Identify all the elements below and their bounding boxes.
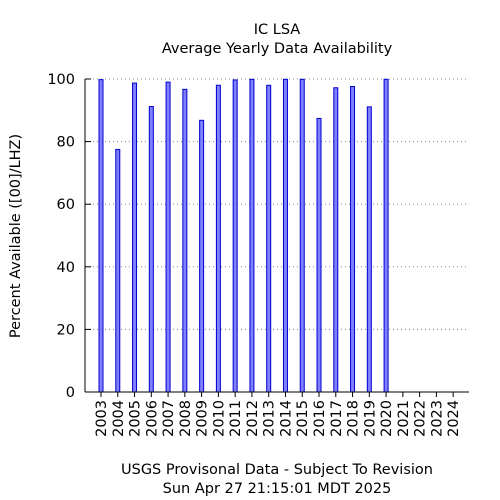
- x-tick-label-2003: 2003: [94, 400, 110, 437]
- bar-2019: [366, 106, 372, 393]
- bar-2007: [165, 81, 171, 393]
- x-tick-label-2024: 2024: [446, 400, 462, 437]
- x-tick-label-2004: 2004: [111, 400, 127, 437]
- timestamp-label: Sun Apr 27 21:15:01 MDT 2025: [163, 481, 392, 497]
- x-tick-label-2013: 2013: [262, 400, 278, 437]
- bar-2014: [282, 78, 288, 393]
- x-tick-label-2023: 2023: [429, 400, 445, 437]
- axes-group: [84, 78, 469, 397]
- bar-2016: [316, 117, 322, 393]
- bar-2011: [232, 79, 238, 393]
- grid-lines: [85, 78, 469, 330]
- bar-2010: [215, 84, 221, 393]
- bar-2004: [115, 148, 121, 393]
- x-tick-label-2017: 2017: [329, 400, 345, 437]
- x-tick-label-2015: 2015: [295, 400, 311, 437]
- x-tick-labels: 2003 2004 2005 2006 2007 2008 2009 2010 2011 2012…: [94, 400, 462, 437]
- x-tick-label-2019: 2019: [362, 400, 378, 437]
- x-tick-label-2022: 2022: [413, 400, 429, 437]
- x-tick-label-2005: 2005: [128, 400, 144, 437]
- x-tick-label-2018: 2018: [346, 400, 362, 437]
- bar-2020: [383, 78, 389, 393]
- chart-title: IC LSA: [254, 22, 301, 38]
- bar-2006: [148, 106, 154, 393]
- x-tick-label-2008: 2008: [178, 400, 194, 437]
- x-tick-label-2016: 2016: [312, 400, 328, 437]
- x-tick-label-2006: 2006: [144, 400, 160, 437]
- y-tick-label-5: 100: [47, 72, 75, 88]
- x-axis-label: USGS Provisonal Data - Subject To Revisi…: [121, 462, 433, 478]
- bar-2009: [199, 119, 205, 393]
- bar-2005: [132, 82, 138, 393]
- y-tick-label-4: 80: [57, 135, 75, 151]
- x-tick-label-2012: 2012: [245, 400, 261, 437]
- bar-2008: [182, 88, 188, 393]
- x-tick-label-2021: 2021: [396, 400, 412, 437]
- y-tick-labels: 0 20 40 60 80 100: [47, 72, 75, 401]
- chart-subtitle: Average Yearly Data Availability: [162, 41, 393, 57]
- x-tick-label-2010: 2010: [211, 400, 227, 437]
- x-tick-label-2007: 2007: [161, 400, 177, 437]
- x-tick-label-2009: 2009: [195, 400, 211, 437]
- bar-2003: [98, 79, 104, 393]
- x-tick-label-2020: 2020: [379, 400, 395, 437]
- bar-2018: [350, 86, 356, 393]
- y-tick-label-1: 20: [57, 322, 75, 338]
- y-tick-label-0: 0: [66, 385, 75, 401]
- x-tick-label-2011: 2011: [228, 400, 244, 437]
- bar-2012: [249, 78, 255, 393]
- bar-2015: [299, 78, 305, 393]
- y-axis-label: Percent Available ([00]/LHZ): [8, 134, 24, 338]
- y-tick-label-2: 40: [57, 260, 75, 276]
- bar-2013: [266, 84, 272, 393]
- bar-2017: [333, 87, 339, 393]
- y-tick-label-3: 60: [57, 197, 75, 213]
- bars-group: [98, 78, 389, 393]
- x-tick-label-2014: 2014: [278, 400, 294, 437]
